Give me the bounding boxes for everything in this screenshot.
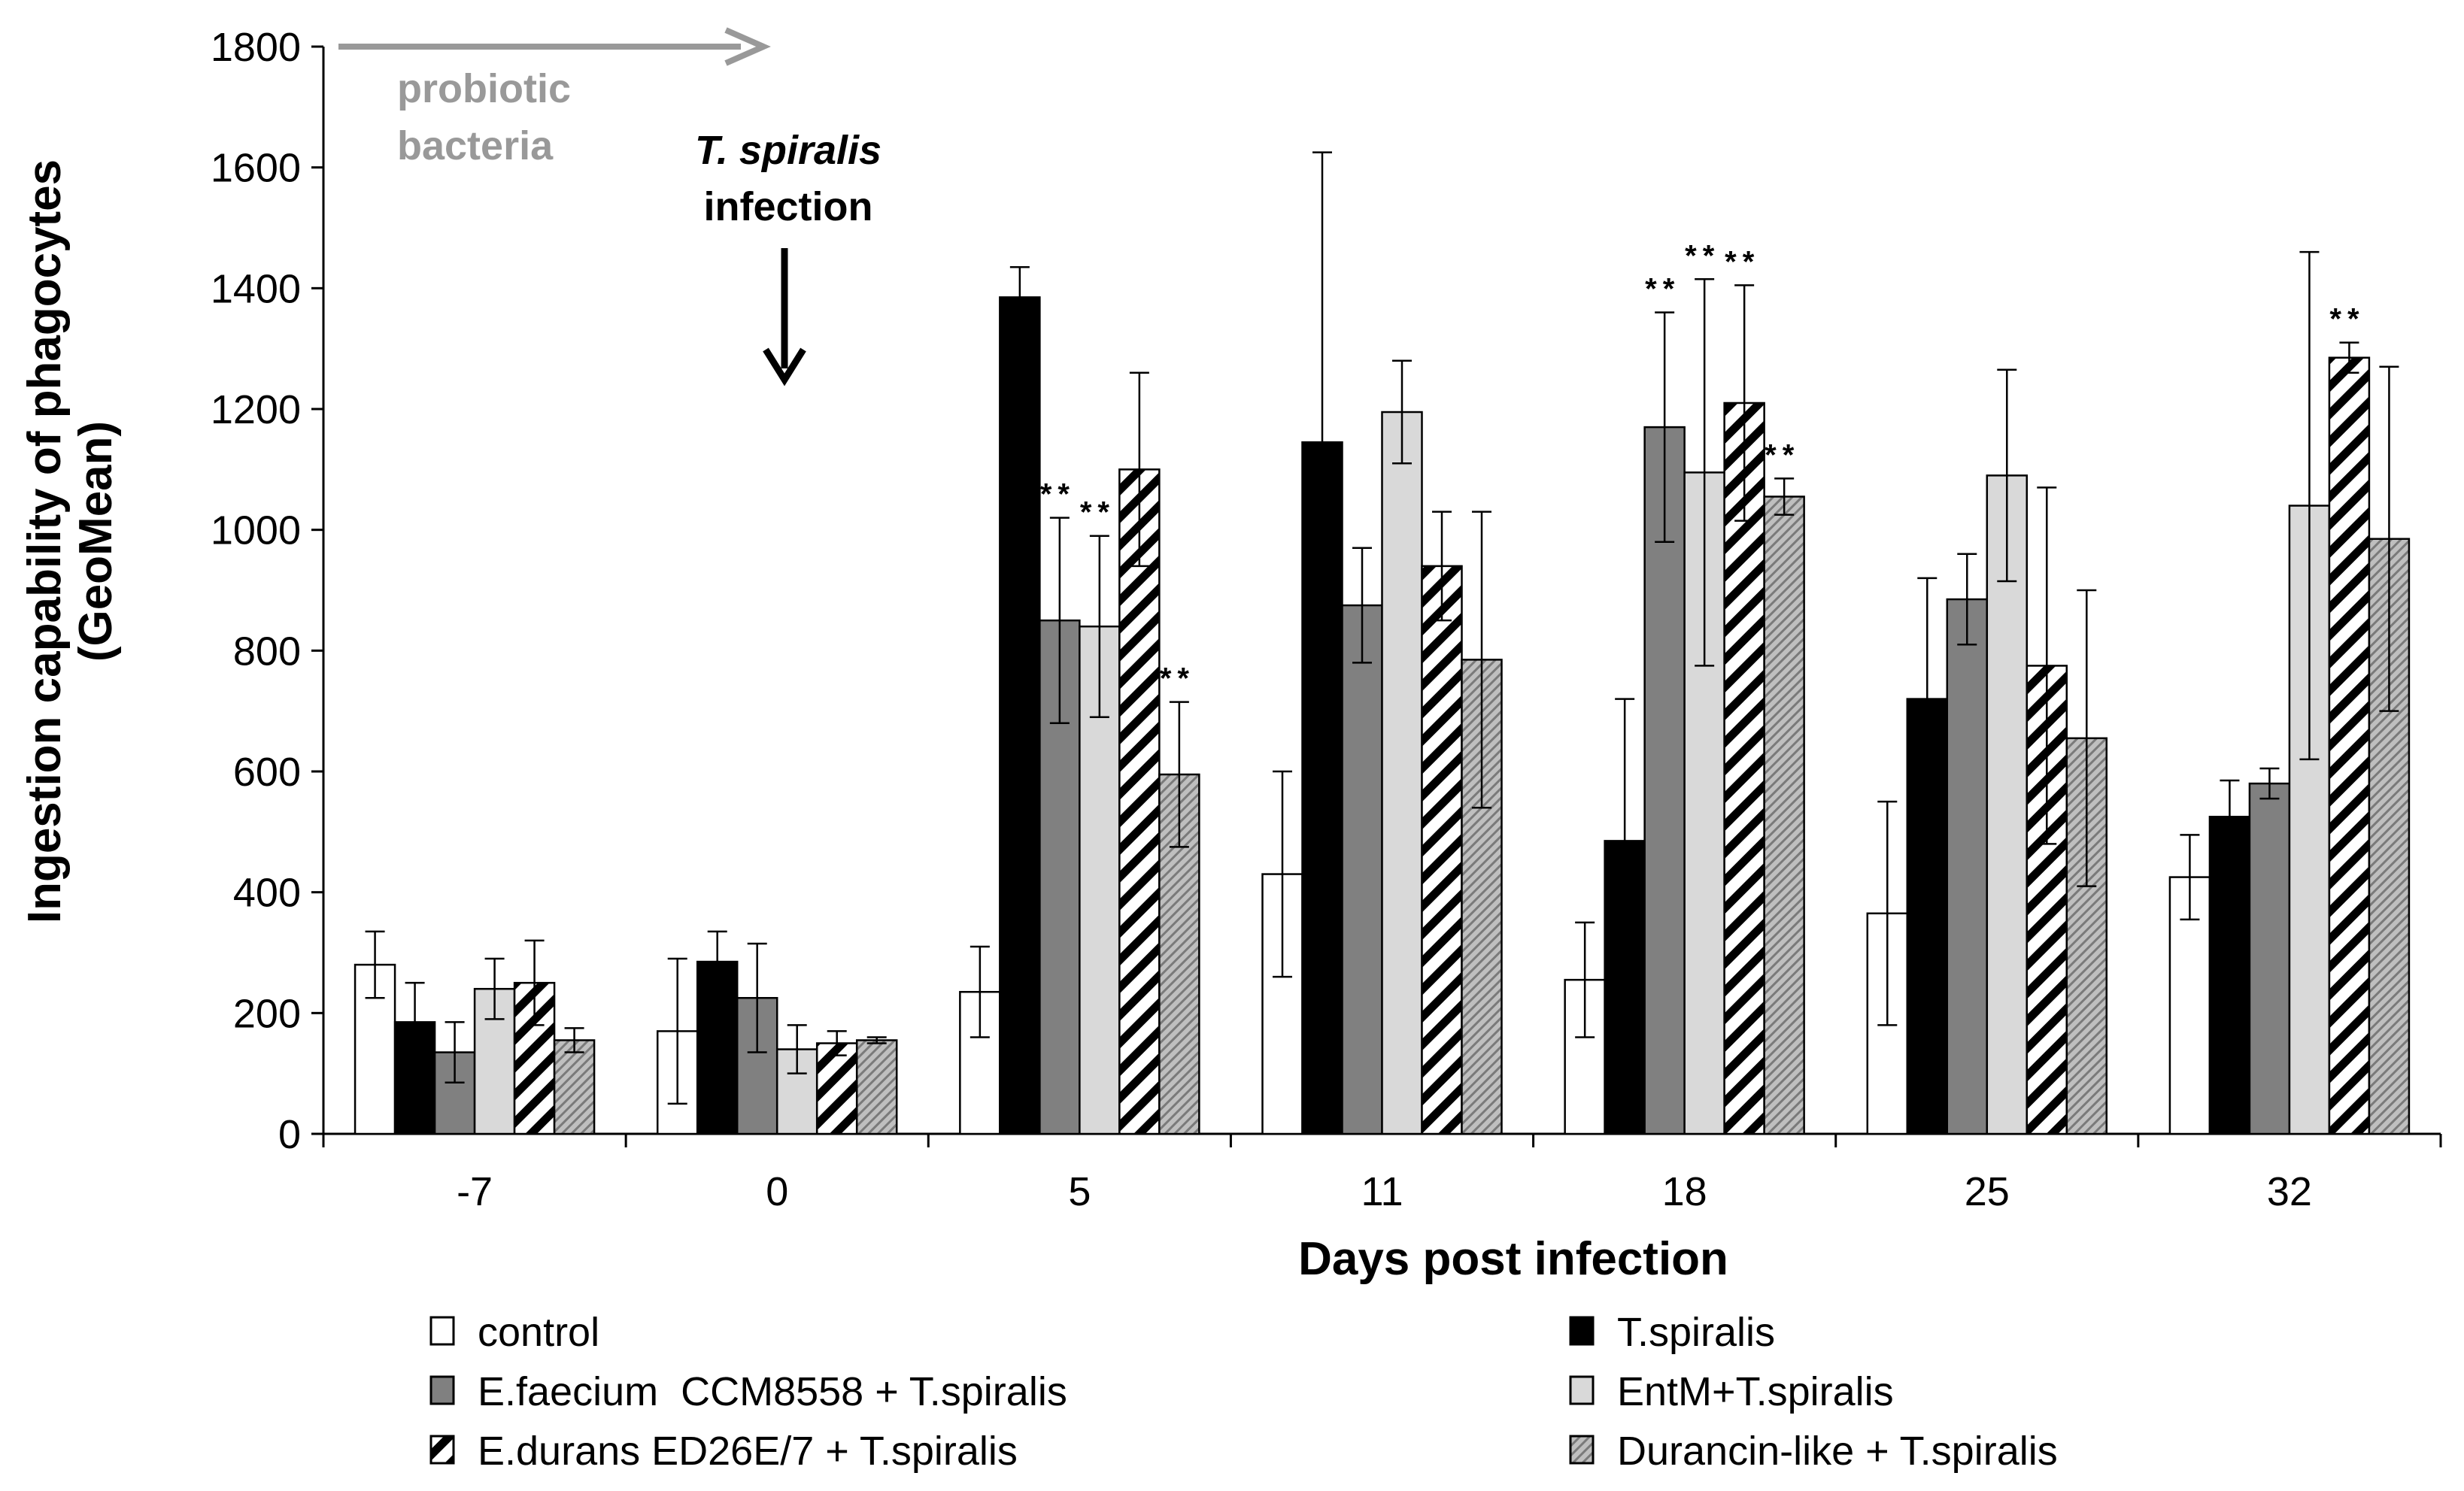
bars: [354, 296, 2411, 1135]
x-tick-label: -7: [457, 1169, 493, 1214]
y-tick-label: 200: [233, 991, 301, 1036]
x-tick-label: 25: [1965, 1169, 2010, 1214]
legend-swatch-control: [429, 1316, 455, 1346]
x-tick-label: 18: [1662, 1169, 1707, 1214]
legend-swatch-t-spiralis: [1569, 1316, 1595, 1346]
legend-label-t-spiralis: T.spiralis: [1617, 1310, 1775, 1355]
bar: [2208, 816, 2251, 1135]
significance-marker: **: [1765, 438, 1800, 471]
legend-label-durancin: Durancin-like + T.spiralis: [1617, 1429, 2058, 1474]
bar: [1118, 468, 1161, 1135]
bar: [2328, 356, 2371, 1135]
x-tick-label: 32: [2267, 1169, 2312, 1214]
legend-label-e-durans: E.durans ED26E/7 + T.spiralis: [478, 1429, 1018, 1474]
y-tick-label: 1200: [211, 387, 301, 432]
probiotic-label-line1: probiotic: [397, 66, 571, 111]
significance-marker: **: [1040, 478, 1076, 511]
y-tick-label: 600: [233, 750, 301, 795]
significance-marker: **: [1685, 239, 1720, 272]
legend-swatch-e-faecium: [429, 1375, 455, 1405]
x-tick-label: 0: [766, 1169, 788, 1214]
y-tick-label: 0: [278, 1112, 301, 1157]
probiotic-arrow-head: [724, 27, 771, 66]
y-tick-label: 1600: [211, 146, 301, 191]
bar: [2248, 782, 2291, 1135]
y-tick-label: 1400: [211, 266, 301, 311]
legend-swatch-durancin: [1569, 1435, 1595, 1465]
infection-arrow-head: [763, 347, 806, 386]
y-tick-label: 1000: [211, 508, 301, 553]
bar: [1946, 598, 1989, 1135]
y-axis-title-line1: Ingestion capability of phagocytes: [19, 159, 71, 923]
bar: [855, 1039, 898, 1135]
significance-marker: **: [1725, 245, 1760, 278]
legend-label-control: control: [478, 1310, 599, 1355]
y-tick-label: 1800: [211, 25, 301, 70]
bar: [999, 296, 1041, 1135]
y-axis-title-line2: (GeoMean): [70, 421, 122, 662]
x-axis: -7 0 5 11 18 25 32: [322, 1132, 2442, 1214]
significance-marker: **: [2329, 303, 2365, 336]
y-tick-label: 400: [233, 871, 301, 916]
legend: control T.spiralis E.faecium CCM8558 + T…: [429, 1310, 2058, 1474]
bar: [1723, 402, 1765, 1135]
legend-swatch-entm: [1569, 1375, 1595, 1405]
infection-label-line1: T. spiralis: [695, 128, 882, 173]
y-tick-label: 800: [233, 629, 301, 674]
bar: [553, 1039, 596, 1135]
x-tick-label: 11: [1361, 1169, 1403, 1214]
probiotic-label-line2: bacteria: [397, 123, 554, 168]
infection-annotation: T. spiralis infection: [695, 128, 882, 386]
significance-markers: ********** ******: [1040, 239, 2365, 695]
bar: [1341, 604, 1383, 1135]
legend-label-entm: EntM+T.spiralis: [1617, 1369, 1894, 1414]
legend-swatch-e-durans: [429, 1435, 455, 1465]
probiotic-annotation: probiotic bacteria: [338, 27, 771, 168]
error-bars: [365, 151, 2399, 1105]
x-tick-label: 5: [1068, 1169, 1091, 1214]
bar: [1381, 411, 1423, 1135]
significance-marker: **: [1080, 496, 1115, 529]
x-axis-title: Days post infection: [1298, 1233, 1728, 1285]
significance-marker: **: [1645, 272, 1680, 305]
y-axis-title: Ingestion capability of phagocytes (GeoM…: [19, 159, 122, 923]
significance-marker: **: [1160, 662, 1195, 695]
infection-label-line2: infection: [704, 184, 873, 229]
bar: [1421, 565, 1463, 1135]
bar: [815, 1042, 858, 1135]
legend-label-e-faecium: E.faecium CCM8558 + T.spiralis: [478, 1369, 1067, 1414]
bar: [1763, 495, 1805, 1135]
bar: [1643, 426, 1686, 1135]
y-axis: 0 200 400 600 800 1000 1200 1400 1600 1800: [211, 25, 325, 1157]
